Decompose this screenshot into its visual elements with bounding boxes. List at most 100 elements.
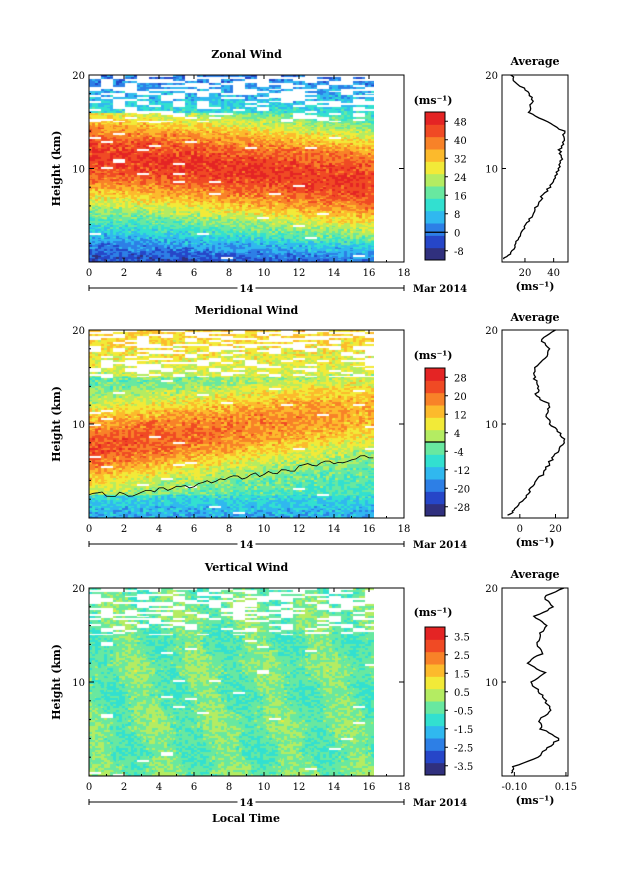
colorbar-segment — [425, 380, 445, 394]
date-label: Mar 2014 — [413, 284, 467, 295]
colorbar-segment — [425, 223, 445, 236]
x-tick-label: 6 — [191, 782, 197, 793]
heatmap-image — [89, 588, 374, 776]
colorbar-tick-label: -28 — [454, 503, 470, 514]
profile-line — [510, 587, 565, 774]
x-tick-label: 8 — [226, 782, 232, 793]
x-tick-label: 10 — [258, 268, 271, 279]
colorbar-segment — [425, 750, 445, 764]
colorbar-frame — [424, 626, 446, 776]
x-tick-label: 14 — [328, 524, 341, 535]
colorbar-segment — [425, 368, 445, 381]
x-tick-label: 0 — [86, 782, 92, 793]
colorbar-tick-label: -8 — [454, 247, 464, 258]
colorbar-segment — [425, 247, 445, 261]
x-tick-label: 6 — [191, 268, 197, 279]
colorbar-segment — [425, 112, 445, 125]
colorbar-segment — [425, 491, 445, 505]
colorbar-tick-label: 20 — [454, 392, 467, 403]
colorbar-segment — [425, 405, 445, 418]
y-axis-label: Height (km) — [50, 386, 63, 462]
colorbar-tick-label: -2.5 — [454, 743, 473, 754]
colorbar-tick-label: 0.5 — [454, 688, 470, 699]
colorbar-frame — [424, 111, 446, 261]
x-tick-label: 16 — [363, 268, 376, 279]
colorbar-unit-label: (ms⁻¹) — [414, 94, 453, 107]
day-label: 14 — [240, 540, 254, 551]
x-tick-label: 10 — [258, 524, 271, 535]
colorbar-segment — [425, 664, 445, 677]
x-tick-label: 12 — [293, 524, 306, 535]
colorbar-segment — [425, 149, 445, 162]
x-tick-label: 14 — [328, 268, 341, 279]
colorbar-segment — [425, 136, 445, 150]
colorbar-segment — [425, 688, 445, 702]
profile-y-tick-label: 10 — [485, 678, 498, 689]
x-tick-label: 12 — [293, 782, 306, 793]
colorbar-segment — [425, 639, 445, 653]
profile-x-tick-label: 0.15 — [555, 782, 577, 793]
x-axis-label: Local Time — [212, 812, 280, 825]
profile-frame — [501, 329, 569, 519]
panel-2: Vertical Wind 0 2 4 6 8 10 12 14 16 18 20 10 Height (… — [50, 561, 577, 809]
colorbar-segment — [425, 627, 445, 640]
colorbar-segment — [425, 725, 445, 739]
x-tick-label: 16 — [363, 524, 376, 535]
x-tick-label: 18 — [398, 782, 411, 793]
colorbar-segment — [425, 713, 445, 727]
profile-y-tick-label: 20 — [485, 71, 498, 82]
profile-title: Average — [509, 568, 559, 581]
x-tick-label: 0 — [86, 268, 92, 279]
x-tick-label: 10 — [258, 782, 271, 793]
profile-x-tick-label: 20 — [519, 268, 532, 279]
y-tick-label: 20 — [72, 584, 85, 595]
colorbar-tick-label: 48 — [454, 117, 467, 128]
colorbar-segment — [425, 161, 445, 175]
colorbar-tick-label: 2.5 — [454, 651, 470, 662]
profile-x-axis-label: (ms⁻¹) — [516, 280, 555, 293]
colorbar-tick-label: 4 — [454, 429, 460, 440]
colorbar-tick-label: -12 — [454, 466, 470, 477]
colorbar-tick-label: -1.5 — [454, 725, 473, 736]
profile-line — [507, 329, 566, 516]
colorbar-tick-label: 32 — [454, 154, 467, 165]
y-tick-label: 20 — [72, 71, 85, 82]
profile-line — [502, 74, 566, 260]
x-tick-label: 0 — [86, 524, 92, 535]
x-tick-label: 12 — [293, 268, 306, 279]
day-label: 14 — [240, 284, 254, 295]
colorbar-segment — [425, 454, 445, 468]
profile-y-tick-label: 20 — [485, 326, 498, 337]
colorbar-segment — [425, 124, 445, 138]
panel-title: Meridional Wind — [195, 304, 299, 317]
colorbar-segment — [425, 479, 445, 492]
x-tick-label: 18 — [398, 268, 411, 279]
x-tick-label: 16 — [363, 782, 376, 793]
colorbar-segment — [425, 235, 445, 249]
colorbar-segment — [425, 198, 445, 212]
x-tick-label: 6 — [191, 524, 197, 535]
colorbar-segment — [425, 442, 445, 455]
x-tick-label: 4 — [156, 268, 162, 279]
day-label-bg — [237, 283, 256, 293]
x-tick-label: 4 — [156, 782, 162, 793]
profile-x-tick-label: -0.10 — [502, 782, 528, 793]
heatmap-image — [89, 330, 374, 518]
y-tick-label: 20 — [72, 326, 85, 337]
colorbar-tick-label: 3.5 — [454, 632, 470, 643]
profile-y-tick-label: 20 — [485, 584, 498, 595]
colorbar-segment — [425, 173, 445, 187]
colorbar-segment — [425, 466, 445, 480]
panel-title: Vertical Wind — [204, 561, 289, 574]
panel-1: Meridional Wind 0 2 4 6 8 10 12 14 16 18 20 10 Height… — [50, 304, 569, 551]
colorbar-tick-label: -20 — [454, 484, 470, 495]
profile-y-tick-label: 10 — [485, 165, 498, 176]
colorbar-segment — [425, 762, 445, 776]
profile-title: Average — [509, 55, 559, 68]
date-label: Mar 2014 — [413, 798, 467, 809]
day-label-bg — [237, 797, 256, 807]
colorbar-tick-label: 28 — [454, 373, 467, 384]
y-tick-label: 10 — [72, 420, 85, 431]
x-tick-label: 8 — [226, 524, 232, 535]
